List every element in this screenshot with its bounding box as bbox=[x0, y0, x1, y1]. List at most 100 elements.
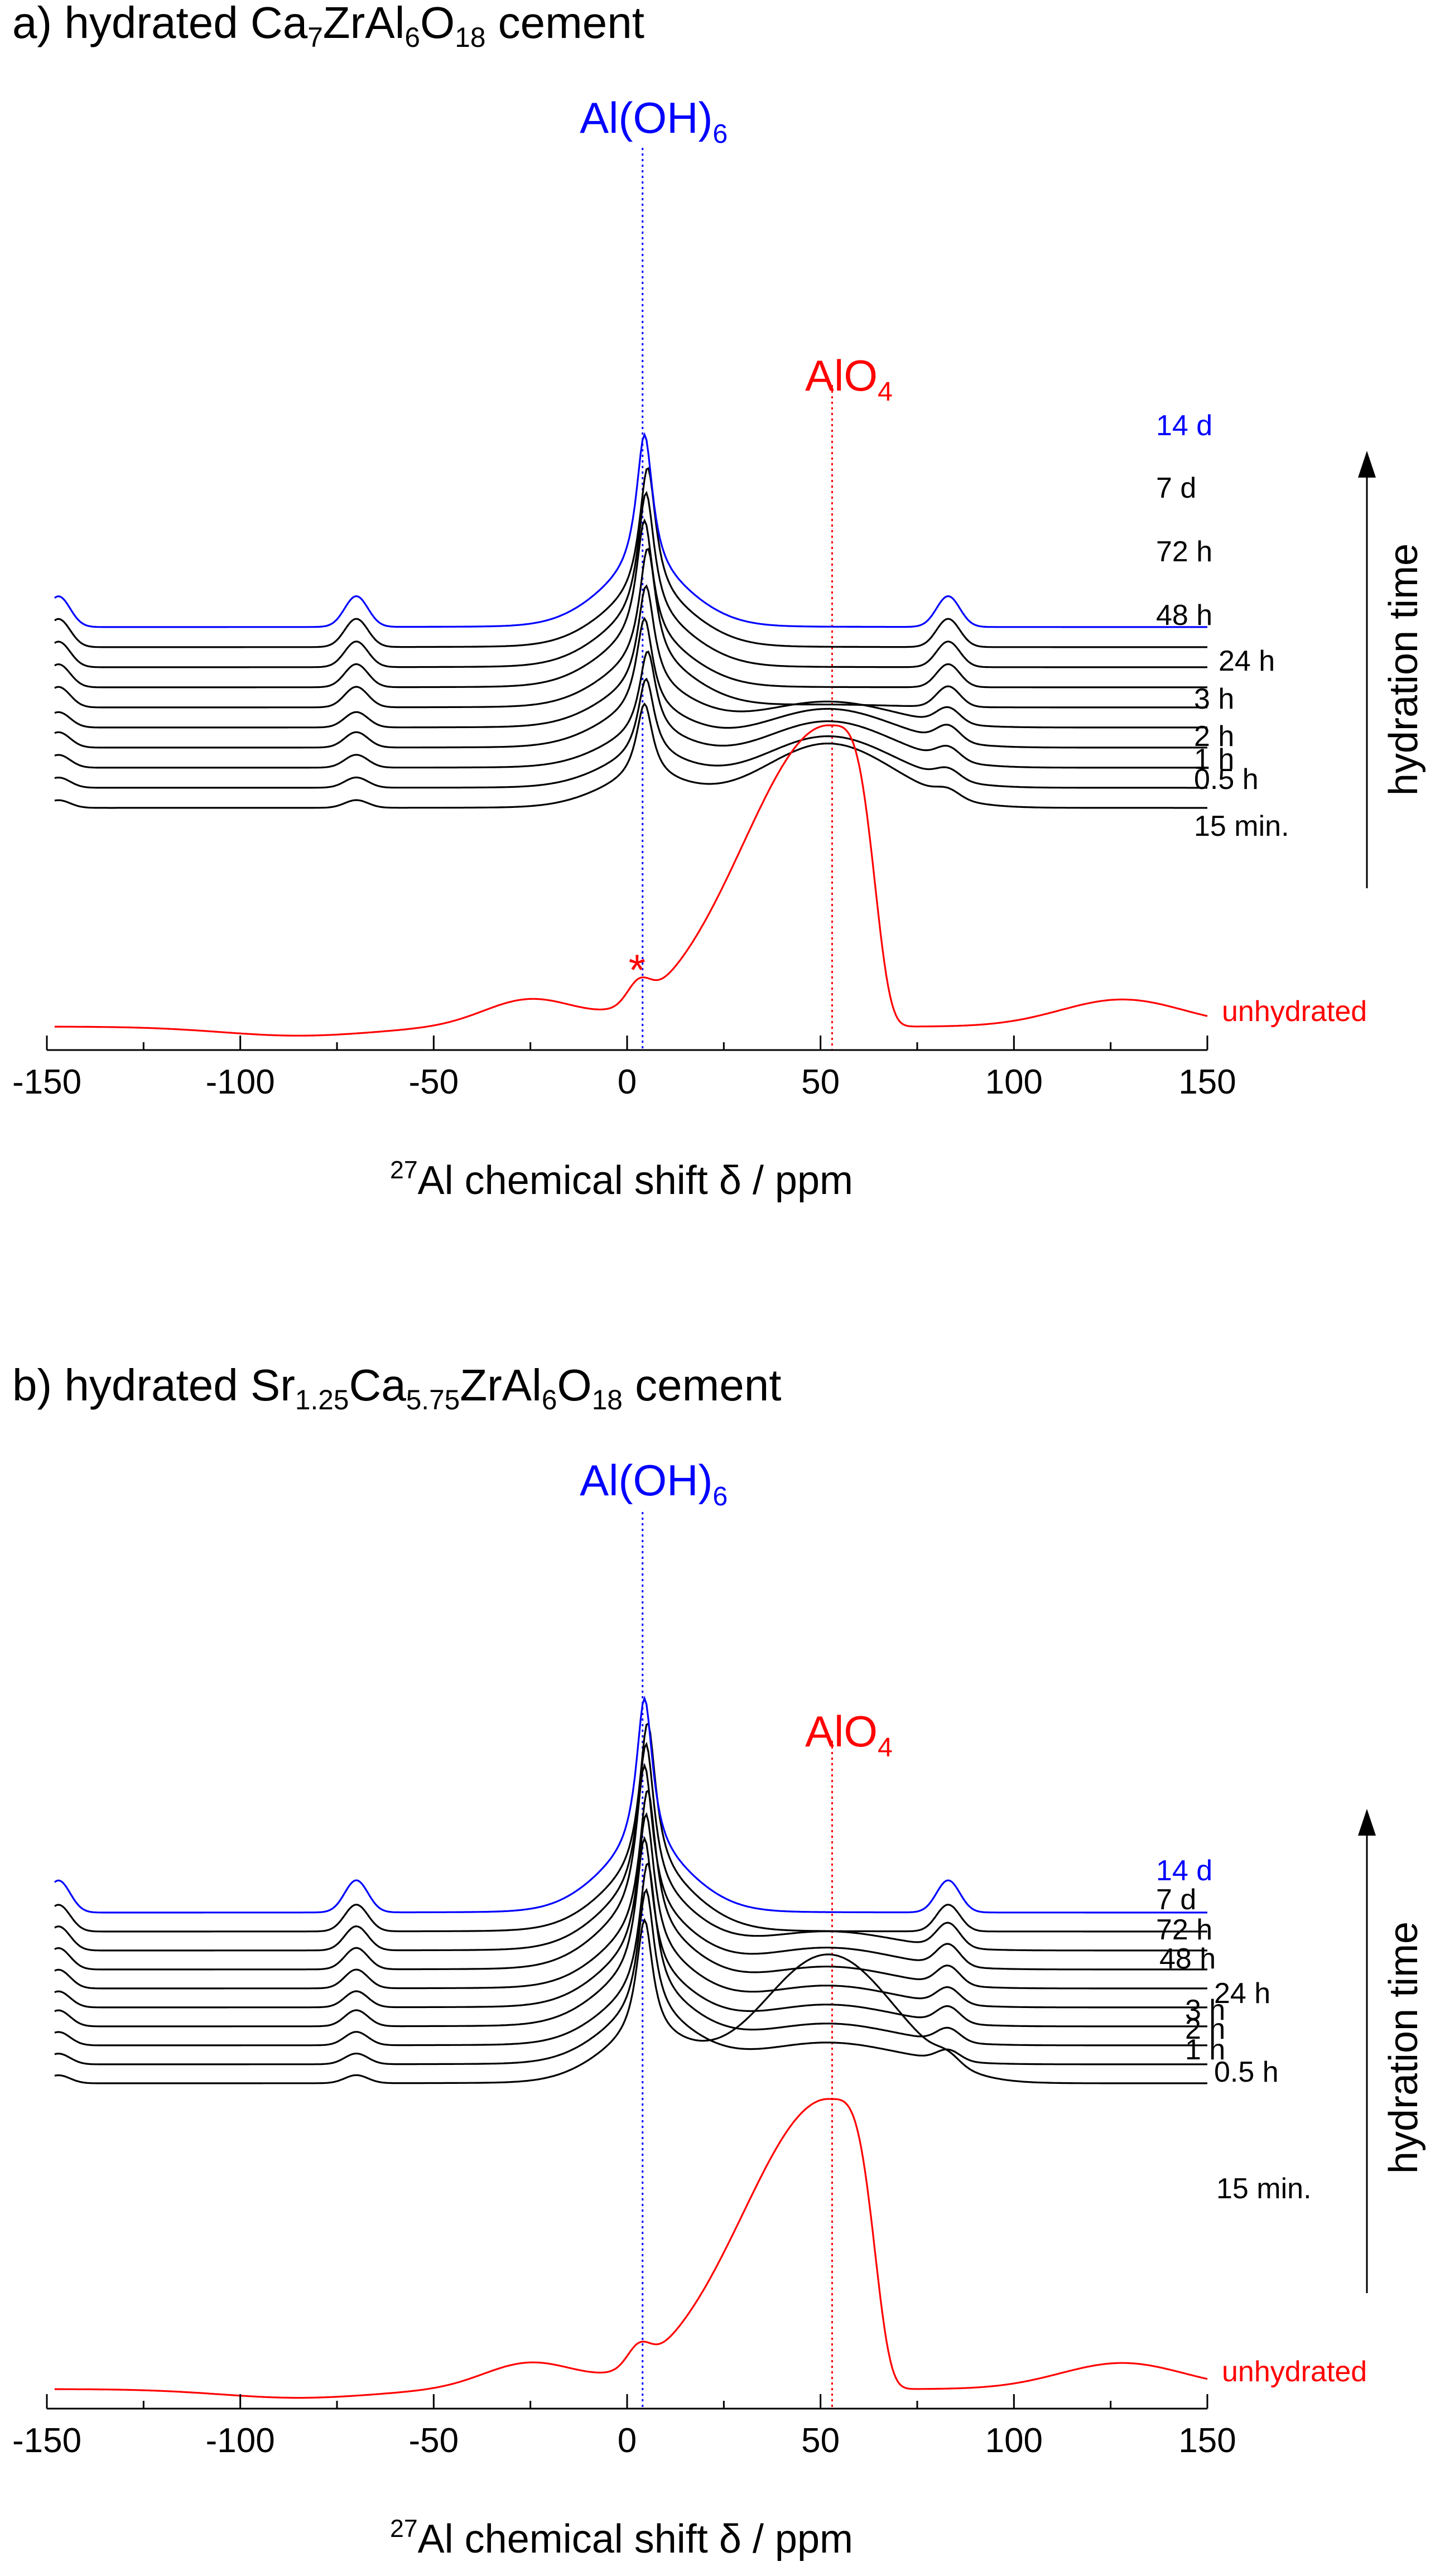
chart-title-a-part: 6 bbox=[404, 22, 420, 53]
spectrum-0-5-h bbox=[54, 677, 1207, 789]
series-label: 48 h bbox=[1159, 1943, 1216, 1975]
tick-label: -50 bbox=[409, 1063, 459, 1101]
spectrum-3-h bbox=[54, 584, 1207, 729]
annotation-aloh6: Al(OH)6 bbox=[580, 93, 728, 149]
spectrum-2-h bbox=[54, 617, 1207, 749]
annotation-alo4-part: AlO bbox=[805, 1707, 878, 1756]
x-axis-label: 27Al chemical shift δ / ppm bbox=[390, 1157, 853, 1203]
chart-title-b-part: b) hydrated Sr bbox=[12, 1360, 295, 1410]
chart-title-b-part: 5.75 bbox=[406, 1384, 460, 1415]
spectrum-24-h bbox=[54, 547, 1207, 709]
spectrum-2-h bbox=[54, 1836, 1207, 2028]
chart-title-a-part: 18 bbox=[455, 22, 485, 53]
series-label: 1 h bbox=[1185, 2034, 1225, 2066]
tick-label: 100 bbox=[985, 1063, 1043, 1101]
tick-label: 100 bbox=[985, 2421, 1043, 2460]
series-label: 2 h bbox=[1185, 2013, 1225, 2045]
annotation-alo4-part: 4 bbox=[878, 377, 893, 407]
spectrum-unhydrated bbox=[54, 2098, 1208, 2399]
spectrum-7-d bbox=[54, 467, 1207, 648]
tick-label: -100 bbox=[206, 1063, 275, 1101]
spectrum-15-min- bbox=[54, 702, 1207, 809]
annotation-alo4-part: AlO bbox=[805, 351, 878, 400]
annotation-aloh6-part: 6 bbox=[712, 1481, 728, 1511]
annotation-alo4: AlO4 bbox=[805, 1707, 893, 1763]
chart-title-b-part: 18 bbox=[592, 1384, 623, 1415]
series-label: 72 h bbox=[1156, 536, 1212, 568]
series-label: 14 d bbox=[1156, 410, 1212, 442]
chart-title-a-part: a) hydrated Ca bbox=[12, 0, 308, 47]
chart-title-a-part: 7 bbox=[307, 22, 323, 53]
series-label: 1 h bbox=[1194, 743, 1234, 776]
tick-label: -50 bbox=[409, 2421, 459, 2460]
asterisk-marker: * bbox=[629, 945, 646, 994]
tick-label: 0 bbox=[618, 2421, 637, 2460]
tick-label: 150 bbox=[1178, 1063, 1236, 1101]
series-label: 24 h bbox=[1219, 645, 1275, 677]
hydration-arrow-head bbox=[1358, 451, 1376, 478]
spectrum-14-d bbox=[54, 1695, 1207, 1914]
tick-label: 0 bbox=[618, 1063, 637, 1101]
annotation-aloh6-part: Al(OH) bbox=[580, 1456, 712, 1505]
series-label: 3 h bbox=[1194, 683, 1234, 715]
series-label: 24 h bbox=[1214, 1977, 1270, 2010]
series-label: 14 d bbox=[1156, 1855, 1212, 1887]
x-axis-label-part: Al chemical shift bbox=[418, 2517, 719, 2561]
series-label: 0.5 h bbox=[1194, 763, 1259, 796]
spectrum-24-h bbox=[54, 1789, 1207, 1990]
chart-title-b: b) hydrated Sr1.25Ca5.75ZrAl6O18 cement bbox=[12, 1360, 781, 1415]
chart-title-b-part: ZrAl bbox=[460, 1360, 542, 1410]
tick-label: -150 bbox=[12, 2421, 81, 2460]
spectrum-15-min- bbox=[54, 1918, 1207, 2084]
annotation-alo4: AlO4 bbox=[805, 351, 893, 407]
hydration-time-label: hydration time bbox=[1381, 543, 1426, 796]
annotation-alo4-part: 4 bbox=[878, 1732, 893, 1763]
series-label: unhydrated bbox=[1222, 995, 1367, 1028]
spectrum-48-h bbox=[54, 1763, 1207, 1971]
spectrum-14-d bbox=[54, 432, 1207, 628]
x-axis-label-part: Al chemical shift bbox=[418, 1158, 719, 1203]
panel-a: a) hydrated Ca7ZrAl6O18 cementAl(OH)6AlO… bbox=[12, 0, 1426, 1203]
x-axis-label-part: / ppm bbox=[741, 2517, 853, 2561]
series-label: 15 min. bbox=[1194, 810, 1289, 842]
annotation-aloh6-part: Al(OH) bbox=[580, 93, 712, 142]
spectrum-0-5-h bbox=[54, 1888, 1207, 2065]
panel-b: b) hydrated Sr1.25Ca5.75ZrAl6O18 cement A… bbox=[12, 1360, 1426, 2561]
chart-title-b-part: 1.25 bbox=[295, 1384, 349, 1415]
tick-label: 50 bbox=[801, 2421, 840, 2460]
x-axis-label-part: 27 bbox=[390, 1157, 418, 1184]
series-label: 7 d bbox=[1156, 1884, 1196, 1916]
series-label: 2 h bbox=[1194, 720, 1234, 753]
series-label: 0.5 h bbox=[1214, 2056, 1279, 2088]
x-axis-label-part: δ bbox=[719, 2517, 741, 2561]
chart-title-b-part: O bbox=[557, 1360, 591, 1410]
annotation-aloh6: Al(OH)6 bbox=[580, 1456, 728, 1511]
x-axis-label: 27Al chemical shift δ / ppm bbox=[390, 2515, 853, 2561]
series-label: 72 h bbox=[1156, 1914, 1212, 1946]
annotation-aloh6-part: 6 bbox=[712, 119, 728, 149]
spectrum-1-h bbox=[54, 1862, 1207, 2047]
spectrum-72-h bbox=[54, 1741, 1207, 1952]
x-axis-label-part: δ bbox=[719, 1158, 741, 1203]
series-label: unhydrated bbox=[1222, 2356, 1367, 2388]
chart-title-a: a) hydrated Ca7ZrAl6O18 cement bbox=[12, 0, 644, 53]
chart-title-a-part: ZrAl bbox=[323, 0, 405, 47]
spectrum-unhydrated bbox=[54, 724, 1208, 1037]
chart-title-a-part: cement bbox=[485, 0, 644, 47]
hydration-time-label: hydration time bbox=[1381, 1922, 1426, 2174]
chart-title-a-part: O bbox=[420, 0, 455, 47]
tick-label: 150 bbox=[1178, 2421, 1236, 2460]
chart-title-b-part: Ca bbox=[349, 1360, 406, 1410]
series-label: 15 min. bbox=[1216, 2173, 1312, 2205]
tick-label: -150 bbox=[12, 1063, 81, 1101]
series-label: 7 d bbox=[1156, 472, 1196, 504]
series-label: 3 h bbox=[1185, 1994, 1225, 2026]
x-axis-label-part: / ppm bbox=[741, 1158, 853, 1203]
tick-label: 50 bbox=[801, 1063, 840, 1101]
hydration-arrow-head bbox=[1358, 1809, 1376, 1836]
spectrum-1-h bbox=[54, 650, 1207, 769]
chart-title-b-part: 6 bbox=[542, 1384, 557, 1415]
spectrum-7-d bbox=[54, 1722, 1207, 1933]
x-axis-label-part: 27 bbox=[390, 2515, 418, 2543]
